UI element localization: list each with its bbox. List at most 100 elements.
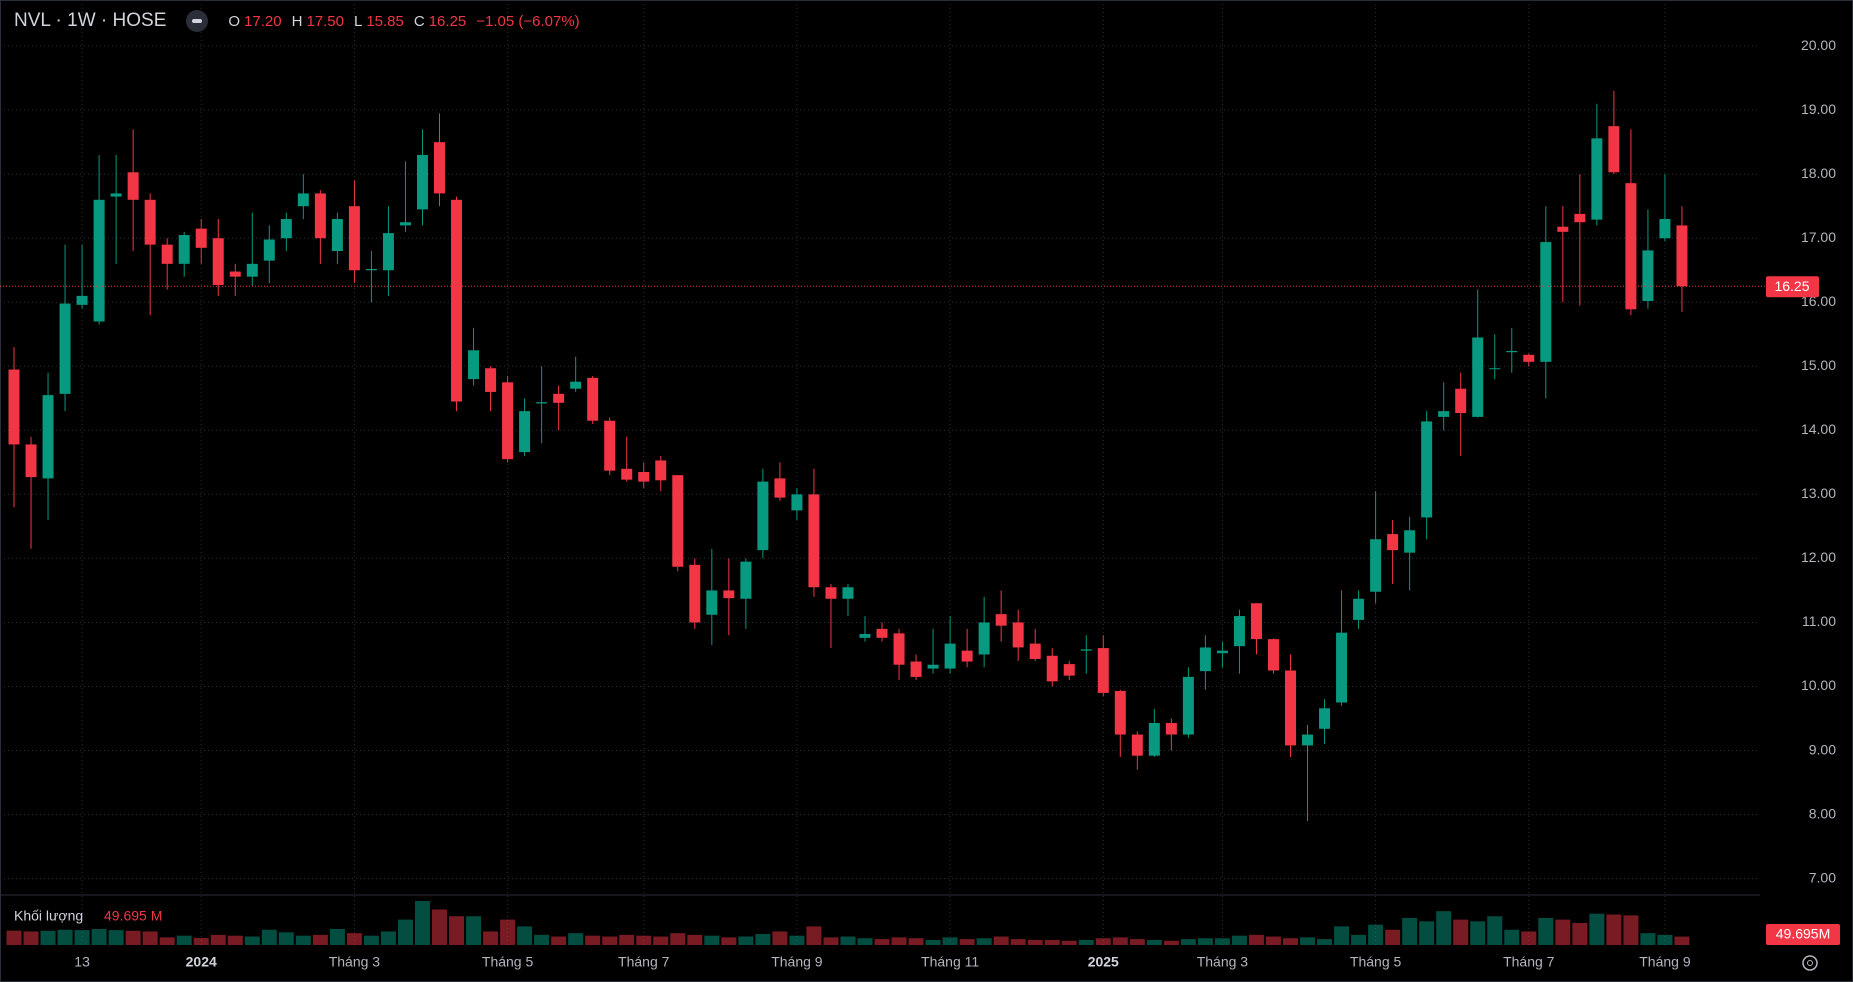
candle-body bbox=[1591, 138, 1603, 220]
x-tick-label: Tháng 3 bbox=[1197, 954, 1249, 970]
volume-bar bbox=[738, 936, 754, 945]
settings-icon-center[interactable] bbox=[1807, 960, 1813, 966]
y-tick-label: 11.00 bbox=[1802, 613, 1836, 629]
candle-body bbox=[1625, 183, 1637, 310]
volume-bar bbox=[91, 928, 107, 945]
candle-body bbox=[621, 468, 633, 480]
symbol: NVL · 1W · HOSE bbox=[14, 10, 167, 31]
volume-bar bbox=[704, 935, 720, 945]
volume-last: 49.695 M bbox=[104, 908, 162, 924]
volume-bar bbox=[23, 931, 39, 945]
candle-body bbox=[1506, 350, 1518, 353]
volume-bar bbox=[942, 937, 958, 945]
volume-bar bbox=[142, 931, 158, 945]
volume-bar bbox=[397, 919, 413, 945]
volume-bar bbox=[1674, 936, 1690, 945]
x-tick-label: Tháng 11 bbox=[921, 954, 979, 970]
candle-body bbox=[638, 471, 650, 482]
volume-bar bbox=[1589, 913, 1605, 945]
volume-bar bbox=[1419, 921, 1435, 945]
y-tick-label: 13.00 bbox=[1801, 485, 1836, 501]
collapse-button[interactable] bbox=[186, 10, 209, 32]
candle-body bbox=[468, 350, 480, 380]
candle-body bbox=[604, 420, 616, 471]
volume-bar bbox=[57, 929, 73, 945]
candle-body bbox=[1199, 647, 1211, 672]
candle-body bbox=[485, 368, 497, 392]
candle-body bbox=[434, 142, 445, 194]
candle-body bbox=[978, 622, 990, 655]
x-tick-label: Tháng 9 bbox=[1639, 954, 1691, 970]
x-tick-label: 2024 bbox=[186, 954, 217, 970]
candle-body bbox=[212, 238, 224, 285]
volume-bar bbox=[1334, 926, 1350, 945]
y-tick-label: 10.00 bbox=[1801, 677, 1836, 693]
candle-body bbox=[195, 228, 207, 248]
volume-bar bbox=[534, 934, 550, 945]
candle-body bbox=[110, 193, 122, 197]
volume-bar bbox=[1300, 937, 1316, 945]
settings-icon[interactable] bbox=[1802, 955, 1818, 971]
candle-body bbox=[1540, 242, 1552, 362]
candle-body bbox=[280, 219, 292, 239]
volume-bar bbox=[295, 935, 311, 945]
volume-bar bbox=[959, 939, 975, 945]
x-tick-label: 2025 bbox=[1088, 954, 1119, 970]
c-value: 16.25 bbox=[428, 12, 467, 30]
candle-body bbox=[1097, 648, 1109, 693]
candle-body bbox=[1250, 603, 1262, 640]
candle-body bbox=[1387, 534, 1399, 551]
candle-body bbox=[536, 402, 548, 404]
volume-bar bbox=[500, 919, 516, 945]
volume-bar bbox=[1572, 923, 1588, 945]
volume-bar bbox=[1112, 937, 1128, 945]
volume-bar bbox=[1061, 940, 1077, 945]
candle-body bbox=[1233, 616, 1245, 647]
candle-body bbox=[93, 199, 105, 322]
h-label: H bbox=[291, 12, 303, 30]
candle-body bbox=[314, 193, 326, 239]
volume-bar bbox=[329, 928, 345, 945]
volume-bar bbox=[653, 936, 669, 945]
volume-bar bbox=[6, 930, 22, 945]
volume-bar bbox=[1265, 936, 1281, 945]
x-tick-label: Tháng 7 bbox=[618, 954, 670, 970]
volume-bar bbox=[125, 930, 141, 945]
volume-bar bbox=[1538, 917, 1554, 945]
volume-bar bbox=[1231, 935, 1247, 945]
volume-bar bbox=[193, 937, 209, 945]
volume-bar bbox=[108, 930, 124, 945]
candle-body bbox=[553, 393, 565, 403]
volume-bar bbox=[1163, 940, 1179, 945]
y-tick-label: 9.00 bbox=[1809, 741, 1836, 757]
l-value: 15.85 bbox=[366, 12, 404, 30]
candle-body bbox=[689, 564, 701, 623]
volume-bar bbox=[1555, 919, 1571, 945]
candle-body bbox=[774, 478, 786, 498]
candle-body bbox=[1046, 655, 1058, 682]
candle-body bbox=[723, 590, 735, 599]
l-label: L bbox=[353, 12, 363, 30]
volume-bar bbox=[1044, 939, 1060, 945]
candle-body bbox=[1370, 539, 1382, 592]
volume-bar bbox=[1146, 939, 1162, 945]
c-label: C bbox=[413, 12, 425, 30]
y-tick-label: 14.00 bbox=[1801, 421, 1836, 437]
candle-body bbox=[178, 235, 190, 264]
candle-body bbox=[263, 239, 275, 261]
change: −1.05 (−6.07%) bbox=[476, 12, 580, 30]
volume-bar bbox=[1385, 929, 1401, 945]
candle-body bbox=[1353, 598, 1365, 620]
candle-body bbox=[502, 382, 514, 460]
candle-body bbox=[1608, 126, 1620, 173]
x-tick-label: Tháng 5 bbox=[1350, 954, 1402, 970]
volume-bar bbox=[449, 916, 465, 945]
volume-bar bbox=[687, 934, 703, 945]
candle-body bbox=[740, 561, 752, 599]
volume-bar bbox=[670, 933, 686, 945]
volume-bar bbox=[976, 938, 992, 945]
candle-body bbox=[1523, 354, 1535, 362]
volume-bar bbox=[210, 934, 226, 945]
volume-bar bbox=[363, 935, 379, 945]
